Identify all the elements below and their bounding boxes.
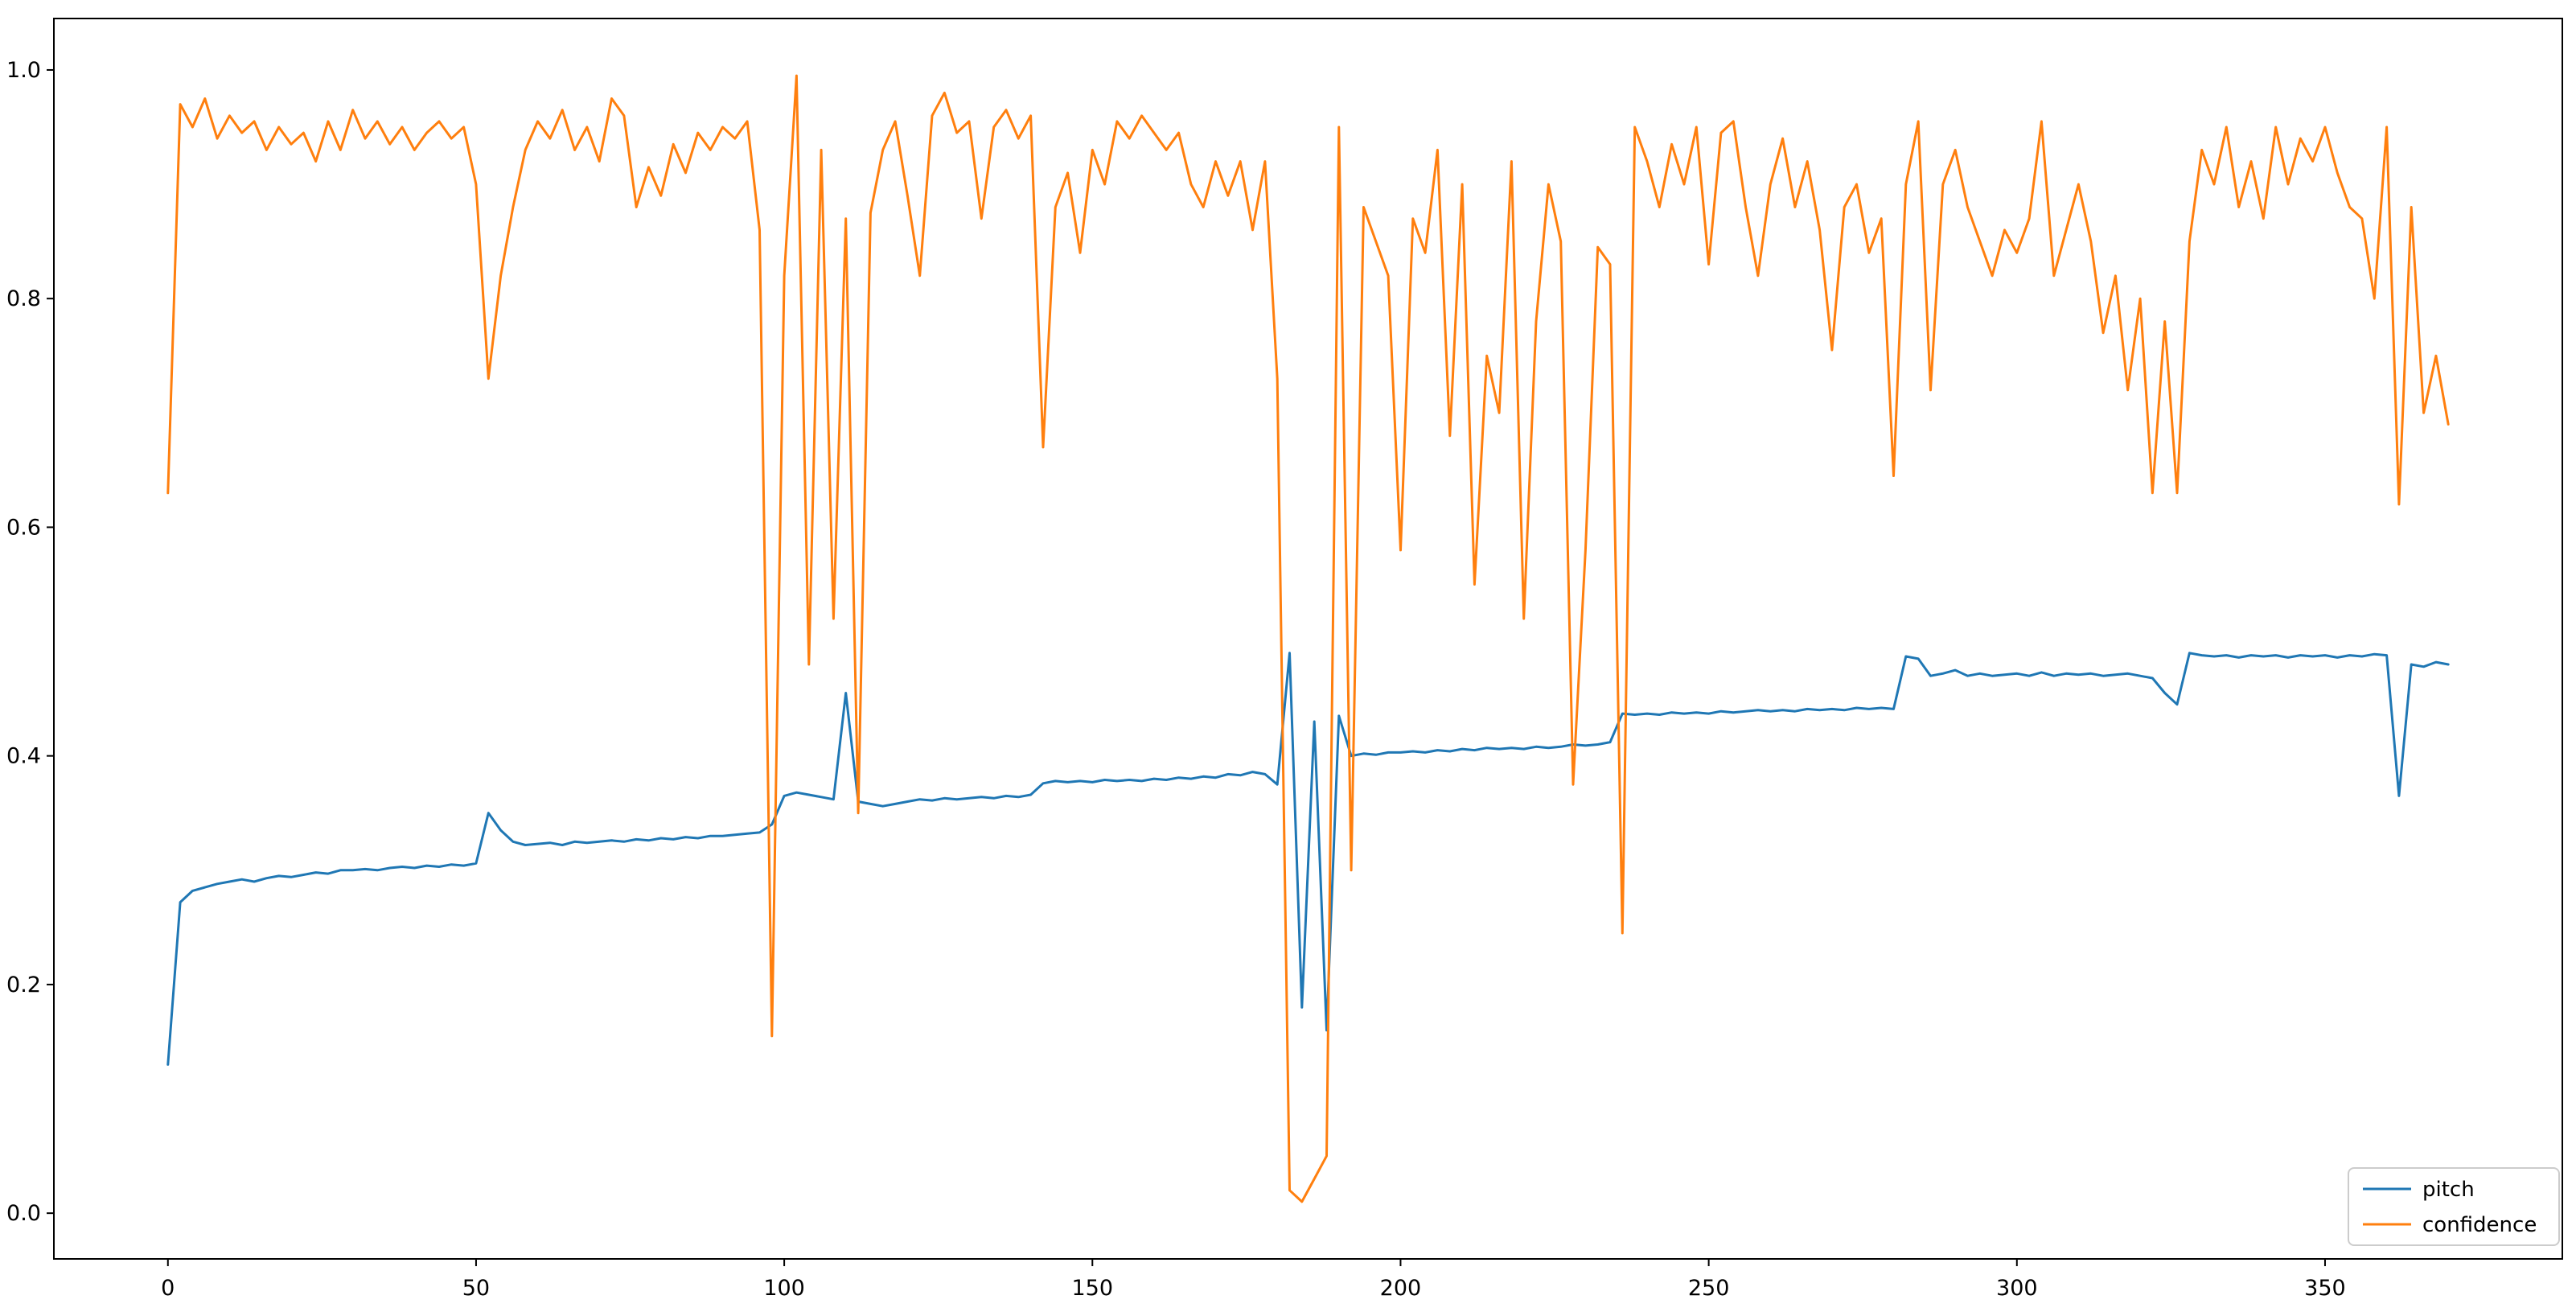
x-tick-label: 150 <box>1072 1276 1114 1301</box>
y-tick-label: 0.4 <box>6 744 41 769</box>
x-axis: 0 50 100 150 200 250 300 350 <box>161 1259 2346 1301</box>
y-tick-label: 0.6 <box>6 515 41 540</box>
x-tick-label: 50 <box>462 1276 490 1301</box>
plot-frame <box>53 18 2563 1260</box>
x-tick-label: 250 <box>1688 1276 1730 1301</box>
x-tick-label: 200 <box>1380 1276 1422 1301</box>
series-line-pitch <box>166 652 2450 1066</box>
y-tick-label: 1.0 <box>6 58 41 83</box>
x-tick-label: 300 <box>1996 1276 2038 1301</box>
legend-box <box>2348 1167 2560 1246</box>
legend-label-confidence: confidence <box>2422 1213 2537 1237</box>
x-tick-label: 0 <box>161 1276 175 1301</box>
x-tick-label: 350 <box>2304 1276 2346 1301</box>
y-tick-label: 0.2 <box>6 973 41 997</box>
legend: pitch confidence <box>2348 1167 2560 1246</box>
y-tick-label: 0.8 <box>6 286 41 311</box>
series-lines <box>166 74 2450 1203</box>
series-line-confidence <box>166 74 2450 1203</box>
y-axis: 0.0 0.2 0.4 0.6 0.8 1.0 <box>6 58 54 1226</box>
legend-label-pitch: pitch <box>2422 1178 2475 1202</box>
x-tick-label: 100 <box>763 1276 805 1301</box>
y-tick-label: 0.0 <box>6 1201 41 1226</box>
